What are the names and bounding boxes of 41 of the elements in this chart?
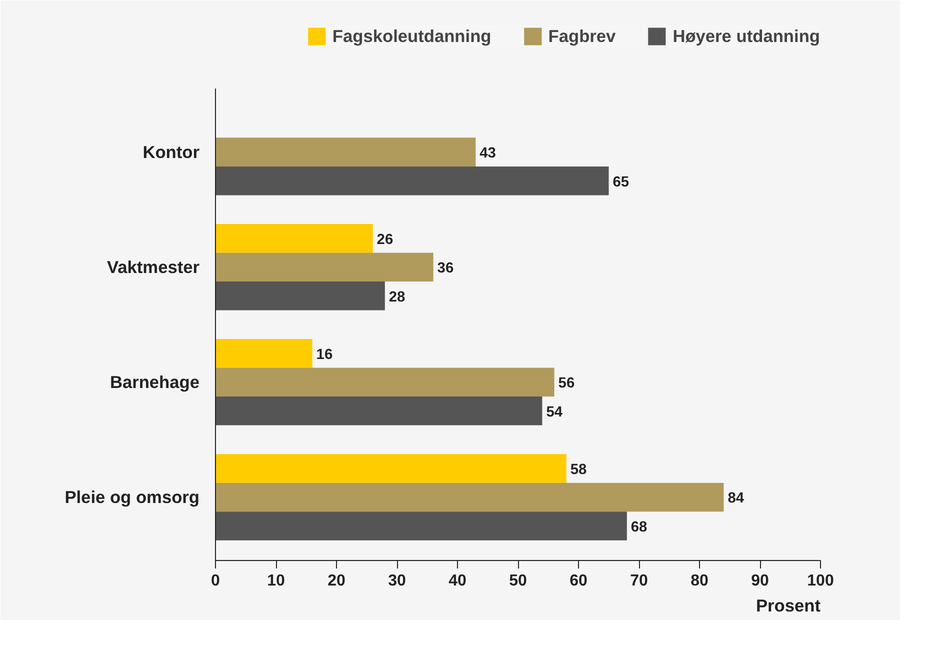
legend-label: Fagbrev bbox=[548, 26, 616, 46]
data-label: 54 bbox=[546, 404, 564, 420]
x-tick-label: 20 bbox=[328, 572, 346, 590]
y-tick-label: Vaktmester bbox=[107, 257, 200, 278]
bar bbox=[216, 368, 554, 397]
x-tick-label: 40 bbox=[448, 572, 466, 590]
data-label: 36 bbox=[437, 260, 454, 277]
bar bbox=[216, 138, 476, 166]
x-tick-label: 80 bbox=[690, 572, 708, 590]
legend-label: Fagskoleutdanning bbox=[332, 26, 492, 46]
bar bbox=[216, 482, 724, 512]
data-label: 68 bbox=[630, 519, 648, 536]
x-tick-label: 0 bbox=[211, 572, 220, 590]
x-tick-label: 100 bbox=[807, 572, 834, 590]
bar bbox=[216, 396, 542, 426]
bar bbox=[216, 224, 373, 253]
x-axis-title: Prosent bbox=[756, 596, 821, 616]
data-label: 58 bbox=[570, 462, 587, 478]
bar bbox=[216, 281, 385, 310]
x-tick-label: 50 bbox=[509, 572, 527, 590]
data-label: 65 bbox=[612, 174, 630, 190]
bar bbox=[216, 252, 434, 282]
bar bbox=[216, 339, 312, 368]
bar bbox=[216, 166, 609, 196]
x-tick-label: 90 bbox=[751, 572, 769, 590]
data-label: 28 bbox=[388, 289, 406, 306]
data-label: 56 bbox=[558, 376, 575, 392]
bar bbox=[216, 512, 627, 540]
x-tick-label: 30 bbox=[388, 572, 406, 590]
y-tick-label: Kontor bbox=[142, 142, 200, 162]
data-label: 26 bbox=[376, 232, 394, 248]
legend-label: Høyere utdanning bbox=[672, 26, 820, 46]
x-tick-label: 60 bbox=[570, 572, 588, 590]
y-tick-label: Barnehage bbox=[110, 372, 200, 392]
data-label: 84 bbox=[728, 490, 745, 507]
x-tick-label: 70 bbox=[630, 572, 648, 590]
data-label: 43 bbox=[480, 146, 496, 162]
y-tick-label: Pleie og omsorg bbox=[64, 487, 200, 508]
bar bbox=[216, 454, 566, 483]
x-tick-label: 10 bbox=[267, 572, 285, 590]
data-label: 16 bbox=[316, 346, 333, 363]
